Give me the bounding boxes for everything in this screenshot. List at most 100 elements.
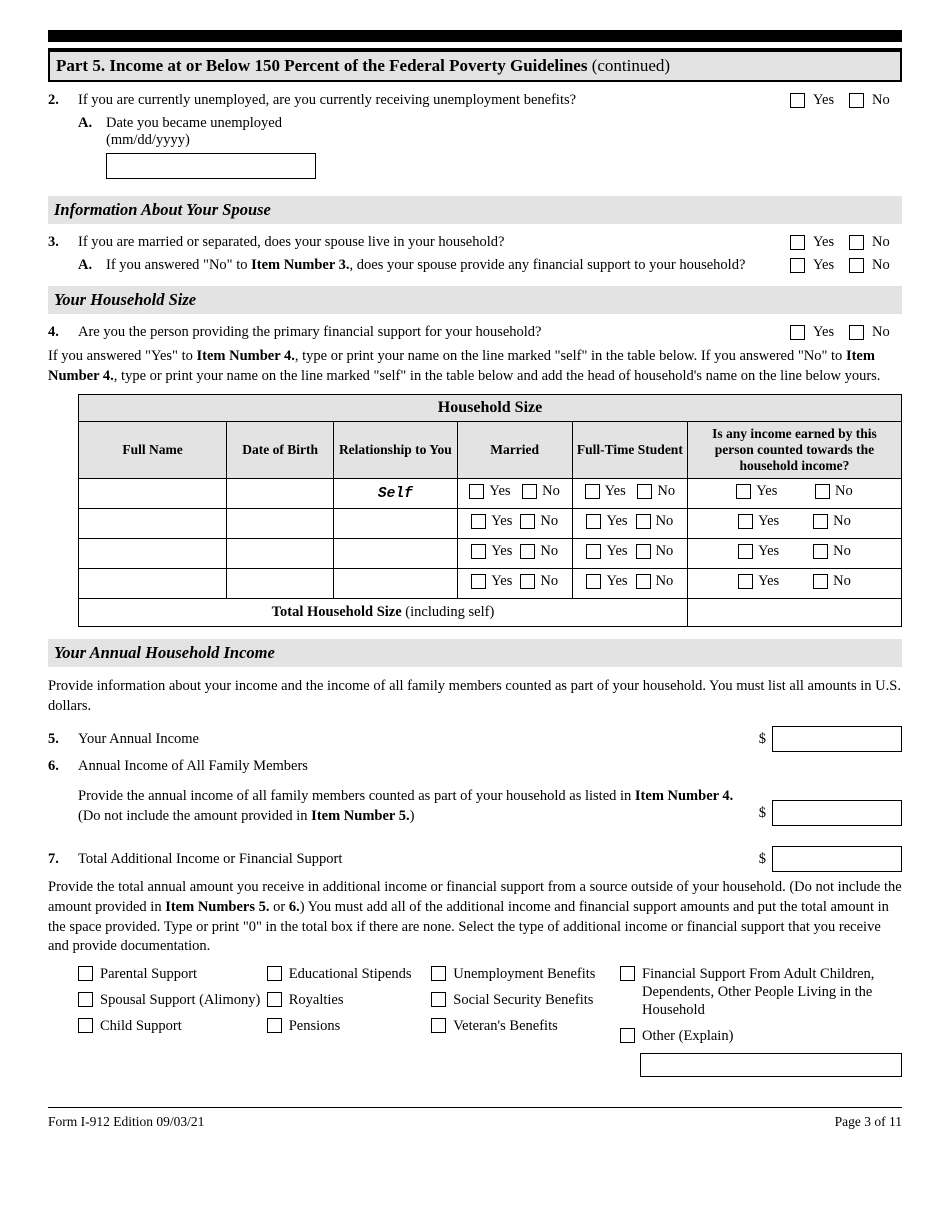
q7-instructions: Provide the total annual amount you rece… xyxy=(48,878,902,956)
table-footer-label: Total Household Size (including self) xyxy=(79,599,688,627)
chk-pensions[interactable] xyxy=(267,1018,282,1033)
q3-yes-checkbox[interactable] xyxy=(790,235,805,250)
r4-student-yes[interactable] xyxy=(586,574,601,589)
col-income-counted: Is any income earned by this person coun… xyxy=(687,422,901,479)
r3-student-no[interactable] xyxy=(636,544,651,559)
q6-amount-input[interactable] xyxy=(772,800,902,826)
dollar-sign: $ xyxy=(759,851,766,868)
q2-text: If you are currently unemployed, are you… xyxy=(78,92,790,109)
r1-name[interactable] xyxy=(79,479,227,509)
r4-student-no[interactable] xyxy=(636,574,651,589)
r3-relationship[interactable] xyxy=(334,539,457,569)
r2-income-yes[interactable] xyxy=(738,514,753,529)
chk-family-support[interactable] xyxy=(620,966,635,981)
col-student: Full-Time Student xyxy=(572,422,687,479)
q3a-text: If you answered "No" to Item Number 3., … xyxy=(106,257,790,274)
r1-student: Yes No xyxy=(572,479,687,509)
col-dob: Date of Birth xyxy=(227,422,334,479)
q3-no-checkbox[interactable] xyxy=(849,235,864,250)
col-full-name: Full Name xyxy=(79,422,227,479)
chk-veterans-benefits[interactable] xyxy=(431,1018,446,1033)
lbl-unemployment-benefits: Unemployment Benefits xyxy=(453,965,595,983)
r4-income-yes[interactable] xyxy=(738,574,753,589)
q7-number: 7. xyxy=(48,851,78,868)
q5-row: 5. Your Annual Income $ xyxy=(48,726,902,752)
form-edition: Form I-912 Edition 09/03/21 xyxy=(48,1114,204,1130)
chk-other[interactable] xyxy=(620,1028,635,1043)
spouse-section-header: Information About Your Spouse xyxy=(48,196,902,224)
r3-name[interactable] xyxy=(79,539,227,569)
r2-student-yes[interactable] xyxy=(586,514,601,529)
q5-amount-input[interactable] xyxy=(772,726,902,752)
r4-income-no[interactable] xyxy=(813,574,828,589)
q3a-row: A. If you answered "No" to Item Number 3… xyxy=(78,257,902,274)
r3-married-yes[interactable] xyxy=(471,544,486,559)
r1-income-yes[interactable] xyxy=(736,484,751,499)
q6-row: 6. Annual Income of All Family Members xyxy=(48,758,902,775)
household-size-header: Your Household Size xyxy=(48,286,902,314)
q2a-date-input[interactable] xyxy=(106,153,316,179)
q2-no-checkbox[interactable] xyxy=(849,93,864,108)
annual-income-header: Your Annual Household Income xyxy=(48,639,902,667)
q2-yes-checkbox[interactable] xyxy=(790,93,805,108)
chk-spousal-support[interactable] xyxy=(78,992,93,1007)
table-title: Household Size xyxy=(79,395,902,422)
lbl-other: Other (Explain) xyxy=(642,1027,733,1045)
r3-income-no[interactable] xyxy=(813,544,828,559)
r3-income-yes[interactable] xyxy=(738,544,753,559)
r2-income-no[interactable] xyxy=(813,514,828,529)
r2-married-yes[interactable] xyxy=(471,514,486,529)
r1-student-no[interactable] xyxy=(637,484,652,499)
r2-name[interactable] xyxy=(79,509,227,539)
r4-relationship[interactable] xyxy=(334,569,457,599)
r1-dob[interactable] xyxy=(227,479,334,509)
q4-yes-checkbox[interactable] xyxy=(790,325,805,340)
q4-text: Are you the person providing the primary… xyxy=(78,324,790,341)
total-household-size-input[interactable] xyxy=(687,599,901,627)
q3a-yes-checkbox[interactable] xyxy=(790,258,805,273)
r4-name[interactable] xyxy=(79,569,227,599)
chk-unemployment-benefits[interactable] xyxy=(431,966,446,981)
other-explain-input[interactable] xyxy=(640,1053,902,1077)
r4-dob[interactable] xyxy=(227,569,334,599)
q4-no-checkbox[interactable] xyxy=(849,325,864,340)
r4-married-no[interactable] xyxy=(520,574,535,589)
q2a-letter: A. xyxy=(78,115,106,132)
chk-parental-support[interactable] xyxy=(78,966,93,981)
r3-dob[interactable] xyxy=(227,539,334,569)
q3a-letter: A. xyxy=(78,257,106,274)
r3-student-yes[interactable] xyxy=(586,544,601,559)
q3-text: If you are married or separated, does yo… xyxy=(78,234,790,251)
q4-number: 4. xyxy=(48,324,78,341)
dollar-sign: $ xyxy=(759,805,766,822)
lbl-spousal-support: Spousal Support (Alimony) xyxy=(100,991,260,1009)
r2-dob[interactable] xyxy=(227,509,334,539)
r1-married-yes[interactable] xyxy=(469,484,484,499)
q3-no-label: No xyxy=(872,234,902,251)
q7-amount-input[interactable] xyxy=(772,846,902,872)
r4-married-yes[interactable] xyxy=(471,574,486,589)
r2-student-no[interactable] xyxy=(636,514,651,529)
q3a-no-checkbox[interactable] xyxy=(849,258,864,273)
chk-social-security[interactable] xyxy=(431,992,446,1007)
lbl-parental-support: Parental Support xyxy=(100,965,197,983)
chk-educational-stipends[interactable] xyxy=(267,966,282,981)
q7-row: 7. Total Additional Income or Financial … xyxy=(48,846,902,872)
r3-married-no[interactable] xyxy=(520,544,535,559)
page-number: Page 3 of 11 xyxy=(835,1114,902,1130)
r2-relationship[interactable] xyxy=(334,509,457,539)
q4-no-label: No xyxy=(872,324,902,341)
r2-married-no[interactable] xyxy=(520,514,535,529)
chk-child-support[interactable] xyxy=(78,1018,93,1033)
q6-text: Annual Income of All Family Members xyxy=(78,758,902,775)
q6-detail: Provide the annual income of all family … xyxy=(78,781,902,832)
q6-number: 6. xyxy=(48,758,78,775)
r1-student-yes[interactable] xyxy=(585,484,600,499)
q3-yes-label: Yes xyxy=(813,234,843,251)
r1-income-no[interactable] xyxy=(815,484,830,499)
r1-married-no[interactable] xyxy=(522,484,537,499)
lbl-royalties: Royalties xyxy=(289,991,344,1009)
page-footer: Form I-912 Edition 09/03/21 Page 3 of 11 xyxy=(48,1107,902,1130)
chk-royalties[interactable] xyxy=(267,992,282,1007)
part5-continued: (continued) xyxy=(587,56,670,75)
